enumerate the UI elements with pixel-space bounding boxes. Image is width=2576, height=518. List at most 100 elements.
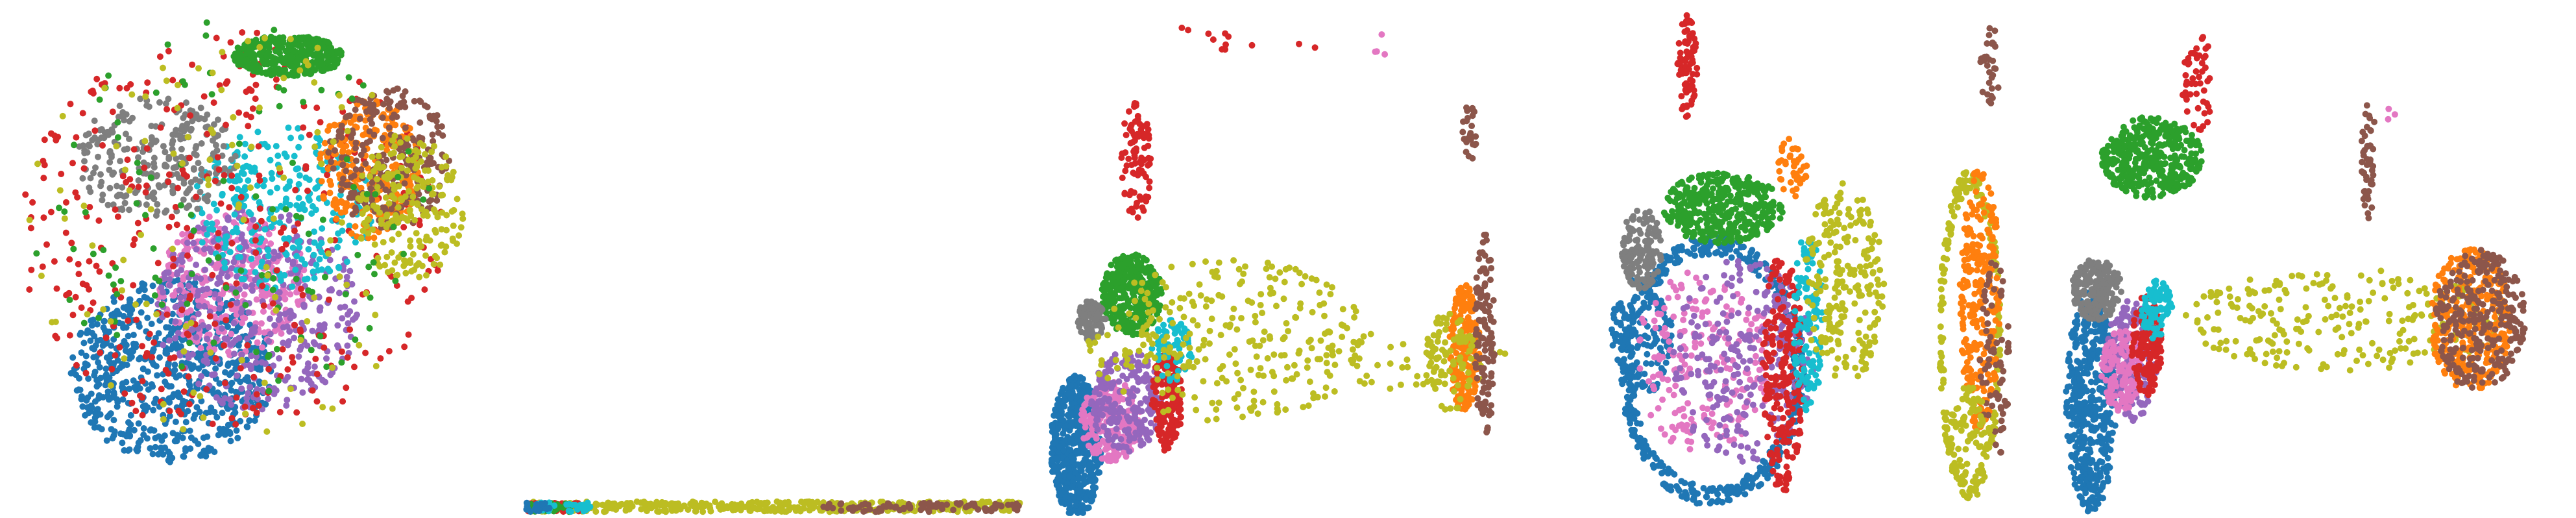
scatter-point-blue: [1057, 391, 1064, 397]
scatter-point-blue: [148, 321, 155, 327]
scatter-point-olive: [380, 239, 387, 246]
scatter-point-blue: [212, 365, 219, 372]
scatter-point-green: [117, 278, 125, 285]
scatter-point-brown: [395, 103, 402, 109]
scatter-point-blue: [140, 425, 147, 432]
scatter-panel-1: [0, 0, 515, 518]
scatter-point-red: [75, 271, 82, 278]
scatter-point-cyan: [310, 268, 317, 275]
scatter-point-cyan: [563, 501, 570, 508]
scatter-point-red: [131, 236, 138, 243]
scatter-point-olive: [375, 153, 382, 160]
scatter-point-olive: [457, 224, 465, 231]
scatter-point-gray: [104, 201, 112, 208]
scatter-point-red: [385, 348, 393, 354]
scatter-point-blue: [98, 426, 105, 433]
scatter-point-red: [203, 386, 210, 393]
scatter-point-blue: [171, 367, 178, 374]
scatter-point-purple: [201, 245, 208, 253]
scatter-point-purple: [308, 260, 315, 267]
scatter-point-red: [279, 346, 286, 352]
scatter-point-purple: [233, 273, 240, 280]
scatter-point-blue: [170, 391, 177, 398]
scatter-point-blue: [131, 384, 138, 391]
scatter-point-red: [184, 225, 191, 232]
scatter-point-purple: [341, 303, 348, 310]
scatter-point-gray: [97, 171, 104, 178]
scatter-point-blue: [110, 298, 117, 305]
scatter-point-brown: [386, 105, 393, 112]
scatter-point-olive: [238, 356, 245, 364]
scatter-point-cyan: [236, 244, 243, 251]
scatter-point-green: [250, 40, 258, 47]
scatter-point-olive: [424, 179, 431, 186]
scatter-point-red: [97, 349, 104, 356]
scatter-point-red: [141, 164, 148, 171]
scatter-point-cyan: [281, 150, 288, 157]
scatter-point-purple: [299, 389, 306, 396]
scatter-point-olive: [163, 77, 170, 84]
scatter-point-cyan: [310, 251, 317, 258]
scatter-point-olive: [34, 160, 41, 167]
scatter-point-orange: [371, 234, 378, 241]
scatter-point-red: [209, 421, 216, 428]
scatter-point-orange: [332, 121, 339, 129]
scatter-point-pink: [265, 230, 273, 238]
scatter-point-blue: [127, 296, 134, 303]
scatter-point-olive: [640, 499, 648, 506]
scatter-point-pink: [1085, 442, 1092, 449]
scatter-point-pink: [197, 345, 204, 352]
scatter-point-orange: [337, 198, 345, 204]
scatter-point-red: [295, 220, 302, 227]
scatter-point-cyan: [311, 239, 318, 246]
scatter-point-red: [243, 111, 250, 118]
scatter-point-red: [133, 316, 140, 323]
scatter-point-brown: [433, 117, 440, 125]
scatter-point-red: [223, 317, 230, 324]
scatter-point-green: [345, 74, 352, 81]
scatter-point-red: [62, 229, 69, 236]
scatter-point-olive: [749, 499, 756, 506]
scatter-point-gray: [169, 140, 176, 147]
scatter-point-green: [320, 67, 327, 74]
scatter-point-blue: [95, 392, 103, 399]
scatter-point-olive: [263, 264, 270, 271]
scatter-point-olive: [413, 200, 420, 207]
scatter-point-red: [95, 217, 103, 224]
scatter-point-blue: [1076, 431, 1083, 438]
scatter-point-green: [100, 247, 107, 254]
scatter-point-green: [236, 140, 243, 147]
scatter-point-cyan: [295, 180, 302, 188]
scatter-point-blue: [122, 347, 129, 354]
scatter-point-pink: [239, 314, 247, 321]
scatter-point-olive: [153, 311, 160, 318]
scatter-point-brown: [862, 500, 869, 508]
scatter-point-purple: [221, 225, 228, 232]
scatter-point-blue: [1067, 382, 1075, 389]
scatter-point-blue: [1075, 461, 1082, 468]
scatter-point-gray: [198, 166, 205, 173]
scatter-point-red: [228, 172, 236, 179]
scatter-point-gray: [173, 127, 179, 134]
scatter-point-blue: [533, 501, 540, 508]
scatter-point-blue: [191, 437, 199, 444]
scatter-point-blue: [161, 432, 168, 439]
scatter-point-green: [179, 78, 186, 85]
scatter-point-olive: [314, 44, 321, 51]
scatter-point-blue: [155, 450, 162, 458]
scatter-point-gray: [165, 95, 172, 103]
scatter-point-purple: [193, 334, 200, 341]
scatter-point-red: [212, 321, 219, 327]
scatter-point-blue: [1058, 408, 1065, 415]
scatter-point-purple: [270, 362, 277, 369]
scatter-point-olive: [732, 506, 739, 513]
scatter-point-gray: [215, 116, 221, 123]
scatter-point-blue: [125, 447, 132, 454]
scatter-point-purple: [249, 282, 256, 289]
scatter-point-green: [186, 339, 193, 347]
scatter-point-purple: [172, 304, 179, 311]
scatter-point-cyan: [308, 210, 315, 217]
scatter-point-olive: [407, 212, 415, 219]
scatter-point-red: [79, 110, 86, 117]
scatter-point-pink: [1080, 435, 1088, 442]
